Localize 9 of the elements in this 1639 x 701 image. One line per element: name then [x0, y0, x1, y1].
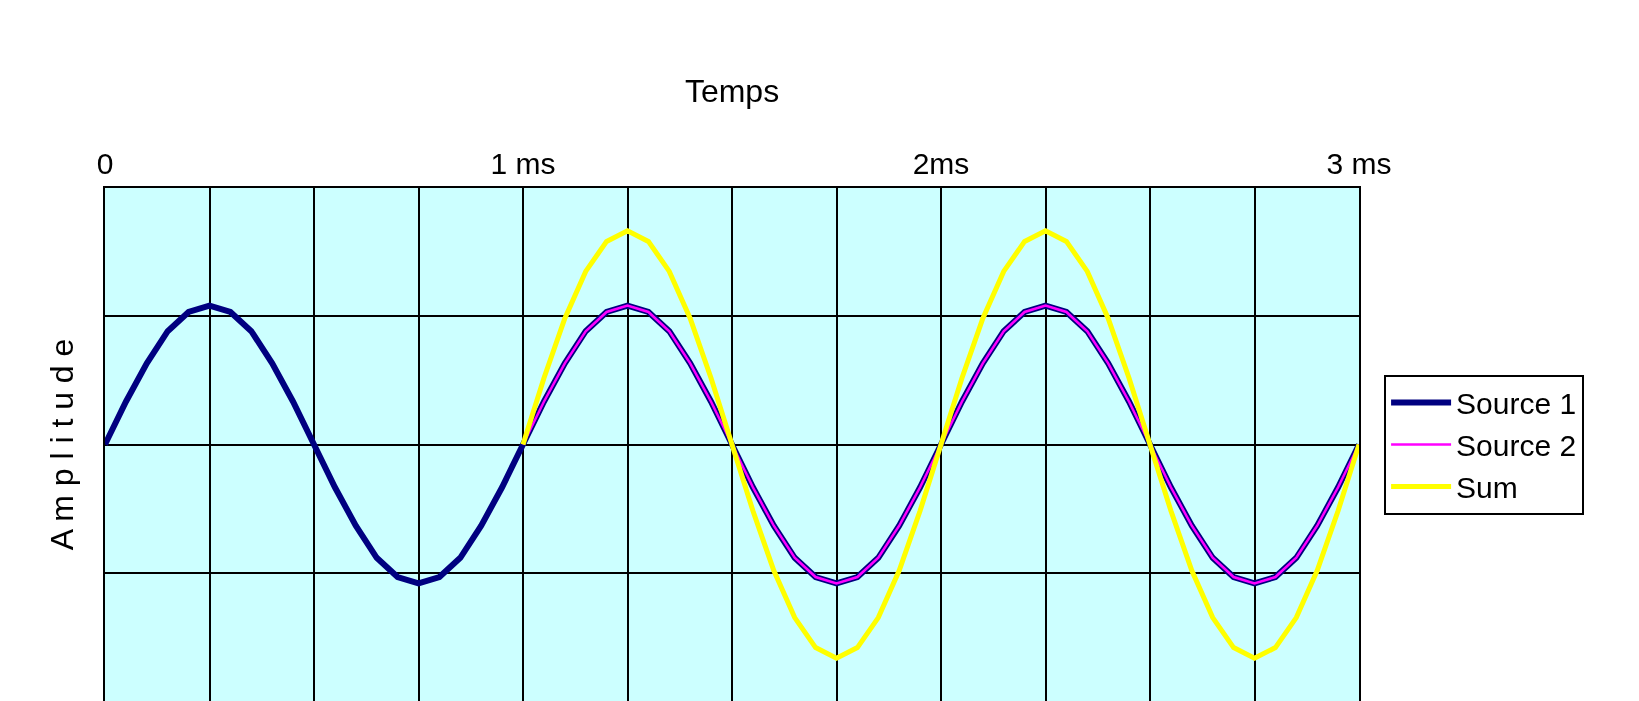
legend-label: Source 2 — [1456, 429, 1577, 463]
x-tick-label: 0 — [96, 147, 114, 180]
legend-label: Source 1 — [1456, 387, 1577, 421]
x-tick-label: 3 ms — [1326, 147, 1392, 180]
x-tick-label: 2ms — [912, 147, 970, 180]
legend-label: Sum — [1456, 471, 1518, 505]
x-tick-label: 1 ms — [490, 147, 556, 180]
x-axis-title: Temps — [684, 72, 780, 109]
y-axis-title: A m p l i t u d e — [43, 338, 80, 551]
